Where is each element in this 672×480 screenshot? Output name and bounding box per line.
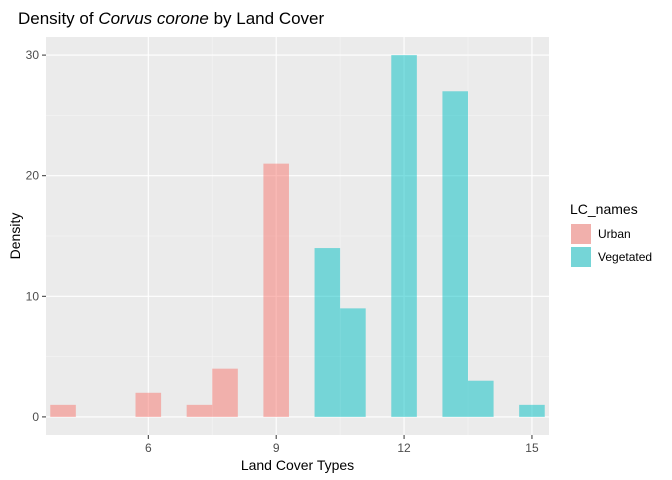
bar-vegetated — [519, 404, 545, 417]
x-tick-label: 9 — [273, 441, 280, 455]
y-axis-title: Density — [7, 213, 23, 260]
title-suffix: by Land Cover — [209, 9, 325, 28]
legend-keys: Urban Vegetated — [571, 224, 652, 267]
title-prefix: Density of — [18, 9, 98, 28]
legend-swatch-urban — [571, 224, 591, 244]
x-tick-label: 12 — [397, 441, 411, 455]
bar-urban — [186, 404, 213, 417]
y-tick-label: 20 — [26, 169, 40, 183]
bars-layer — [50, 55, 545, 417]
title-species: Corvus corone — [98, 9, 209, 28]
bar-vegetated — [442, 91, 469, 417]
y-tick-label: 0 — [32, 410, 39, 424]
x-axis-title: Land Cover Types — [241, 457, 354, 473]
x-tick-label: 6 — [145, 441, 152, 455]
bar-urban — [135, 392, 162, 417]
bar-urban — [263, 163, 289, 417]
bar-vegetated — [391, 55, 417, 417]
legend-label-urban: Urban — [598, 227, 631, 241]
legend-title: LC_names — [570, 201, 638, 217]
chart-title: Density of Corvus corone by Land Cover — [18, 9, 325, 28]
x-axis-ticks: 6 9 12 15 — [145, 435, 539, 455]
bar-vegetated — [314, 248, 341, 417]
legend-label-vegetated: Vegetated — [598, 250, 652, 264]
bar-urban — [50, 404, 76, 417]
legend: LC_names Urban Vegetated — [570, 201, 652, 267]
bar-vegetated — [468, 380, 494, 417]
y-tick-label: 10 — [26, 289, 40, 303]
x-tick-label: 15 — [525, 441, 539, 455]
y-axis-ticks: 0 10 20 30 — [26, 48, 46, 424]
legend-swatch-vegetated — [571, 247, 591, 267]
bar-vegetated — [340, 308, 366, 417]
y-tick-label: 30 — [26, 48, 40, 62]
bar-urban — [212, 368, 238, 417]
